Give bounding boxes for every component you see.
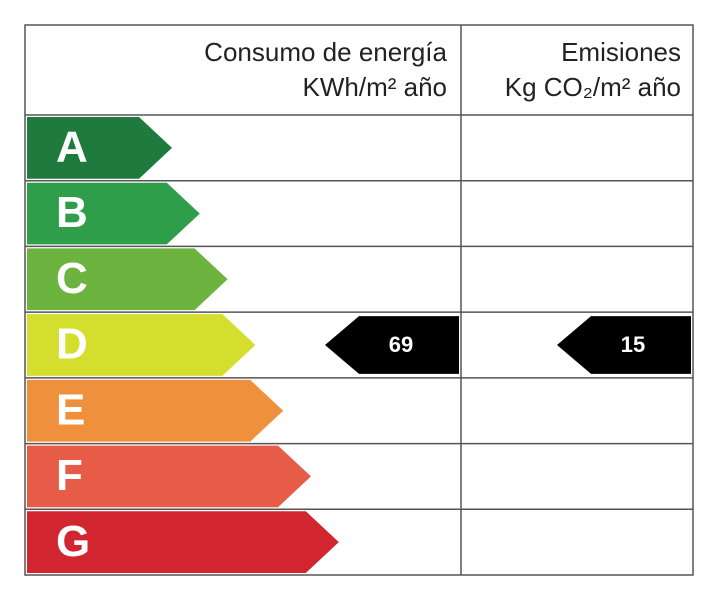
rating-letter: C	[56, 254, 88, 303]
emissions-unit: Kg CO₂/m² año	[505, 72, 681, 102]
energy-unit: KWh/m² año	[303, 72, 448, 102]
rating-letter: A	[56, 122, 88, 171]
rating-letter: E	[56, 385, 85, 434]
rating-arrow	[27, 117, 172, 179]
rating-arrow	[27, 182, 200, 245]
rating-letter: F	[56, 451, 83, 500]
energy-title: Consumo de energía	[204, 37, 447, 67]
rating-letter: G	[56, 517, 90, 566]
rating-letter: D	[56, 320, 88, 369]
rating-arrow	[27, 445, 311, 508]
rating-arrow	[27, 379, 284, 442]
rating-letter: B	[56, 188, 88, 237]
energy-pointer	[325, 316, 459, 374]
rating-arrow	[27, 248, 228, 311]
emissions-title: Emisiones	[561, 37, 681, 67]
rating-arrow	[27, 314, 256, 376]
energy-value: 69	[389, 332, 413, 357]
rating-arrow	[27, 511, 339, 573]
emissions-pointer	[557, 316, 691, 374]
emissions-value: 15	[621, 332, 645, 357]
